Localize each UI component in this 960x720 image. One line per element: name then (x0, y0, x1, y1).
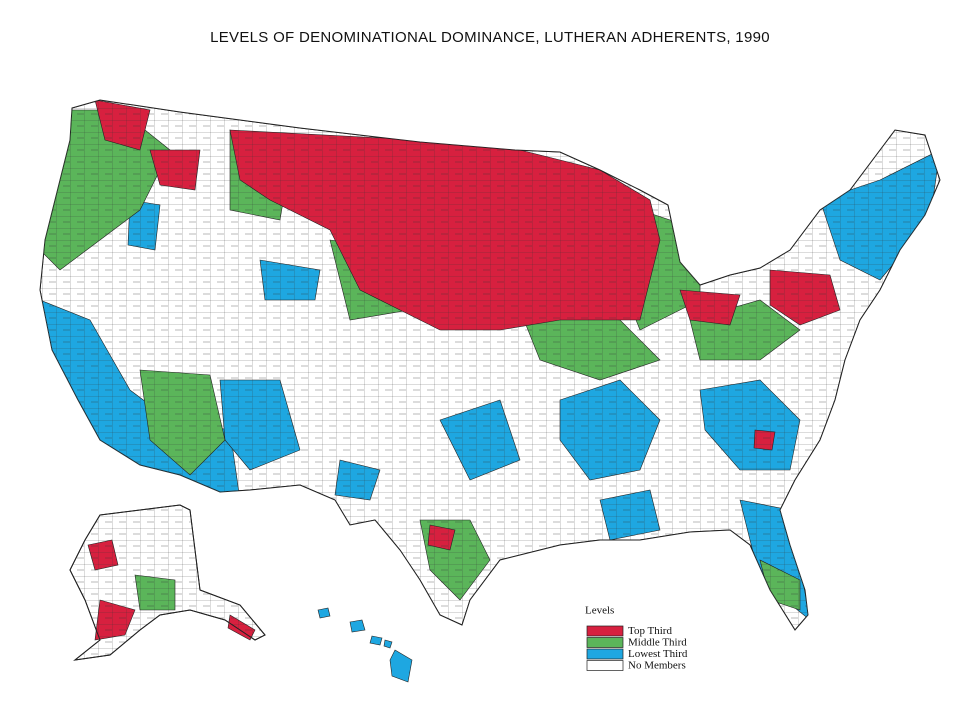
legend-swatch (586, 637, 624, 648)
legend-swatch (586, 660, 624, 671)
region-fill (383, 639, 393, 649)
hawaii (317, 607, 413, 683)
contiguous-us (39, 99, 941, 631)
region-fill (349, 619, 366, 633)
region-fill (317, 607, 331, 619)
legend-label: Middle Third (628, 637, 687, 649)
legend-swatch (586, 625, 624, 637)
map-title: LEVELS OF DENOMINATIONAL DOMINANCE, LUTH… (210, 29, 770, 46)
legend-label: Lowest Third (628, 648, 688, 660)
legend-label: Top Third (628, 625, 672, 637)
region-fill (389, 649, 413, 683)
legend-title: Levels (585, 605, 614, 617)
region-fill (369, 635, 383, 646)
alaska (69, 504, 266, 661)
legend-swatch (586, 648, 624, 660)
legend-label: No Members (628, 660, 686, 672)
